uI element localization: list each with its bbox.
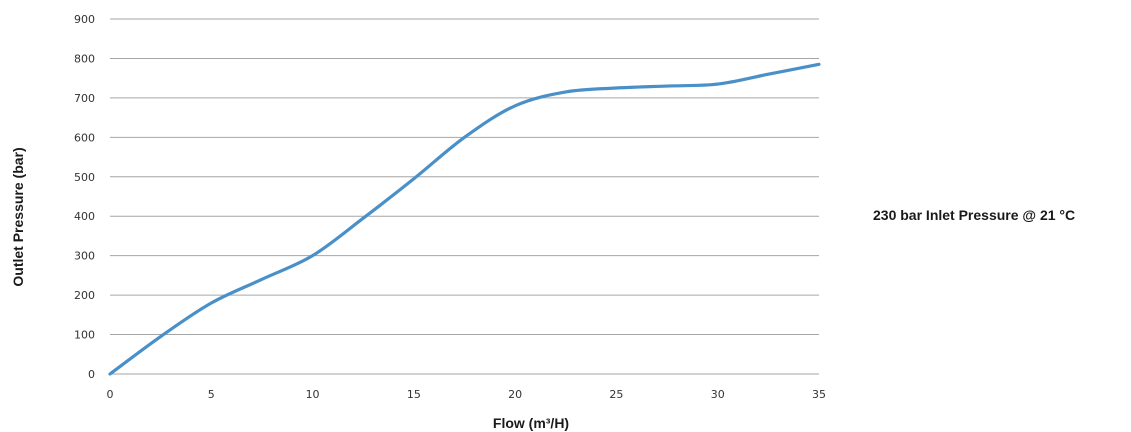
y-tick-label: 800	[74, 52, 95, 65]
series-line-0	[108, 62, 821, 376]
x-tick-label: 30	[711, 388, 725, 401]
x-tick-label: 15	[407, 388, 421, 401]
y-tick-label: 200	[74, 289, 95, 302]
x-tick-label: 35	[812, 388, 826, 401]
y-tick-label: 0	[88, 368, 95, 381]
legend-series-label: 230 bar Inlet Pressure @ 21 °C	[873, 207, 1075, 223]
y-tick-label: 600	[74, 131, 95, 144]
y-tick-labels: 0 100 200 300 400 500 600 700 800 900	[74, 13, 95, 381]
x-tick-label: 10	[306, 388, 320, 401]
y-tick-label: 500	[74, 171, 95, 184]
x-tick-label: 0	[107, 388, 114, 401]
x-tick-labels: 0 5 10 15 20 25 30 35	[107, 388, 827, 401]
y-axis-title: Outlet Pressure (bar)	[10, 147, 26, 286]
y-tick-label: 100	[74, 329, 95, 342]
x-axis-title: Flow (m³/H)	[493, 415, 569, 431]
y-tick-label: 300	[74, 250, 95, 263]
x-tick-label: 25	[609, 388, 623, 401]
y-tick-label: 700	[74, 92, 95, 105]
y-tick-label: 400	[74, 210, 95, 223]
series-lines	[108, 62, 821, 376]
gridlines	[110, 18, 819, 375]
y-tick-label: 900	[74, 13, 95, 26]
x-tick-label: 5	[208, 388, 215, 401]
x-tick-label: 20	[508, 388, 522, 401]
